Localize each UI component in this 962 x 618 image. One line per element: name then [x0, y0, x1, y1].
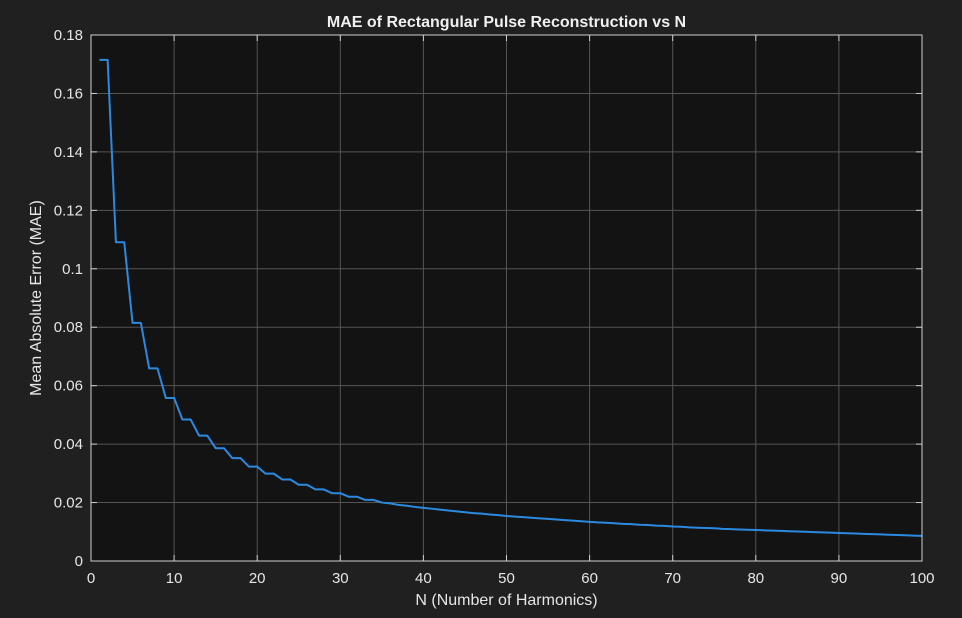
series-line: [99, 58, 923, 537]
x-axis-title: N (Number of Harmonics): [415, 592, 597, 609]
y-tick-label: 0.14: [54, 144, 83, 161]
x-tick-label: 60: [581, 570, 598, 587]
y-tick-label: 0.08: [54, 319, 83, 336]
x-tick-label: 80: [747, 570, 764, 587]
y-tick-label: 0.02: [54, 495, 83, 512]
x-tick-label: 100: [909, 570, 934, 587]
x-tick-label: 70: [664, 570, 681, 587]
x-tick-label: 0: [87, 570, 95, 587]
y-tick-label: 0.18: [54, 27, 83, 44]
chart-title: MAE of Rectangular Pulse Reconstruction …: [327, 14, 686, 31]
series-layer: [99, 58, 923, 537]
x-tick-label: 20: [249, 570, 266, 587]
y-axis: 0 0.02 0.04 0.06 0.08 0.1 0.12 0.14 0.16 0.18: [54, 27, 922, 570]
grid: [91, 35, 922, 561]
y-tick-label: 0.12: [54, 202, 83, 219]
x-tick-label: 30: [332, 570, 349, 587]
x-tick-label: 40: [415, 570, 432, 587]
x-tick-label: 50: [498, 570, 515, 587]
x-tick-label: 10: [166, 570, 183, 587]
x-tick-label: 90: [831, 570, 848, 587]
x-axis: 0 10 20 30 40 50 60 70 80 90 100: [87, 35, 935, 587]
y-tick-label: 0: [75, 553, 83, 570]
y-axis-title: Mean Absolute Error (MAE): [28, 200, 45, 396]
y-tick-label: 0.04: [54, 436, 83, 453]
y-tick-label: 0.1: [62, 261, 83, 278]
y-tick-label: 0.16: [54, 85, 83, 102]
y-tick-label: 0.06: [54, 378, 83, 395]
